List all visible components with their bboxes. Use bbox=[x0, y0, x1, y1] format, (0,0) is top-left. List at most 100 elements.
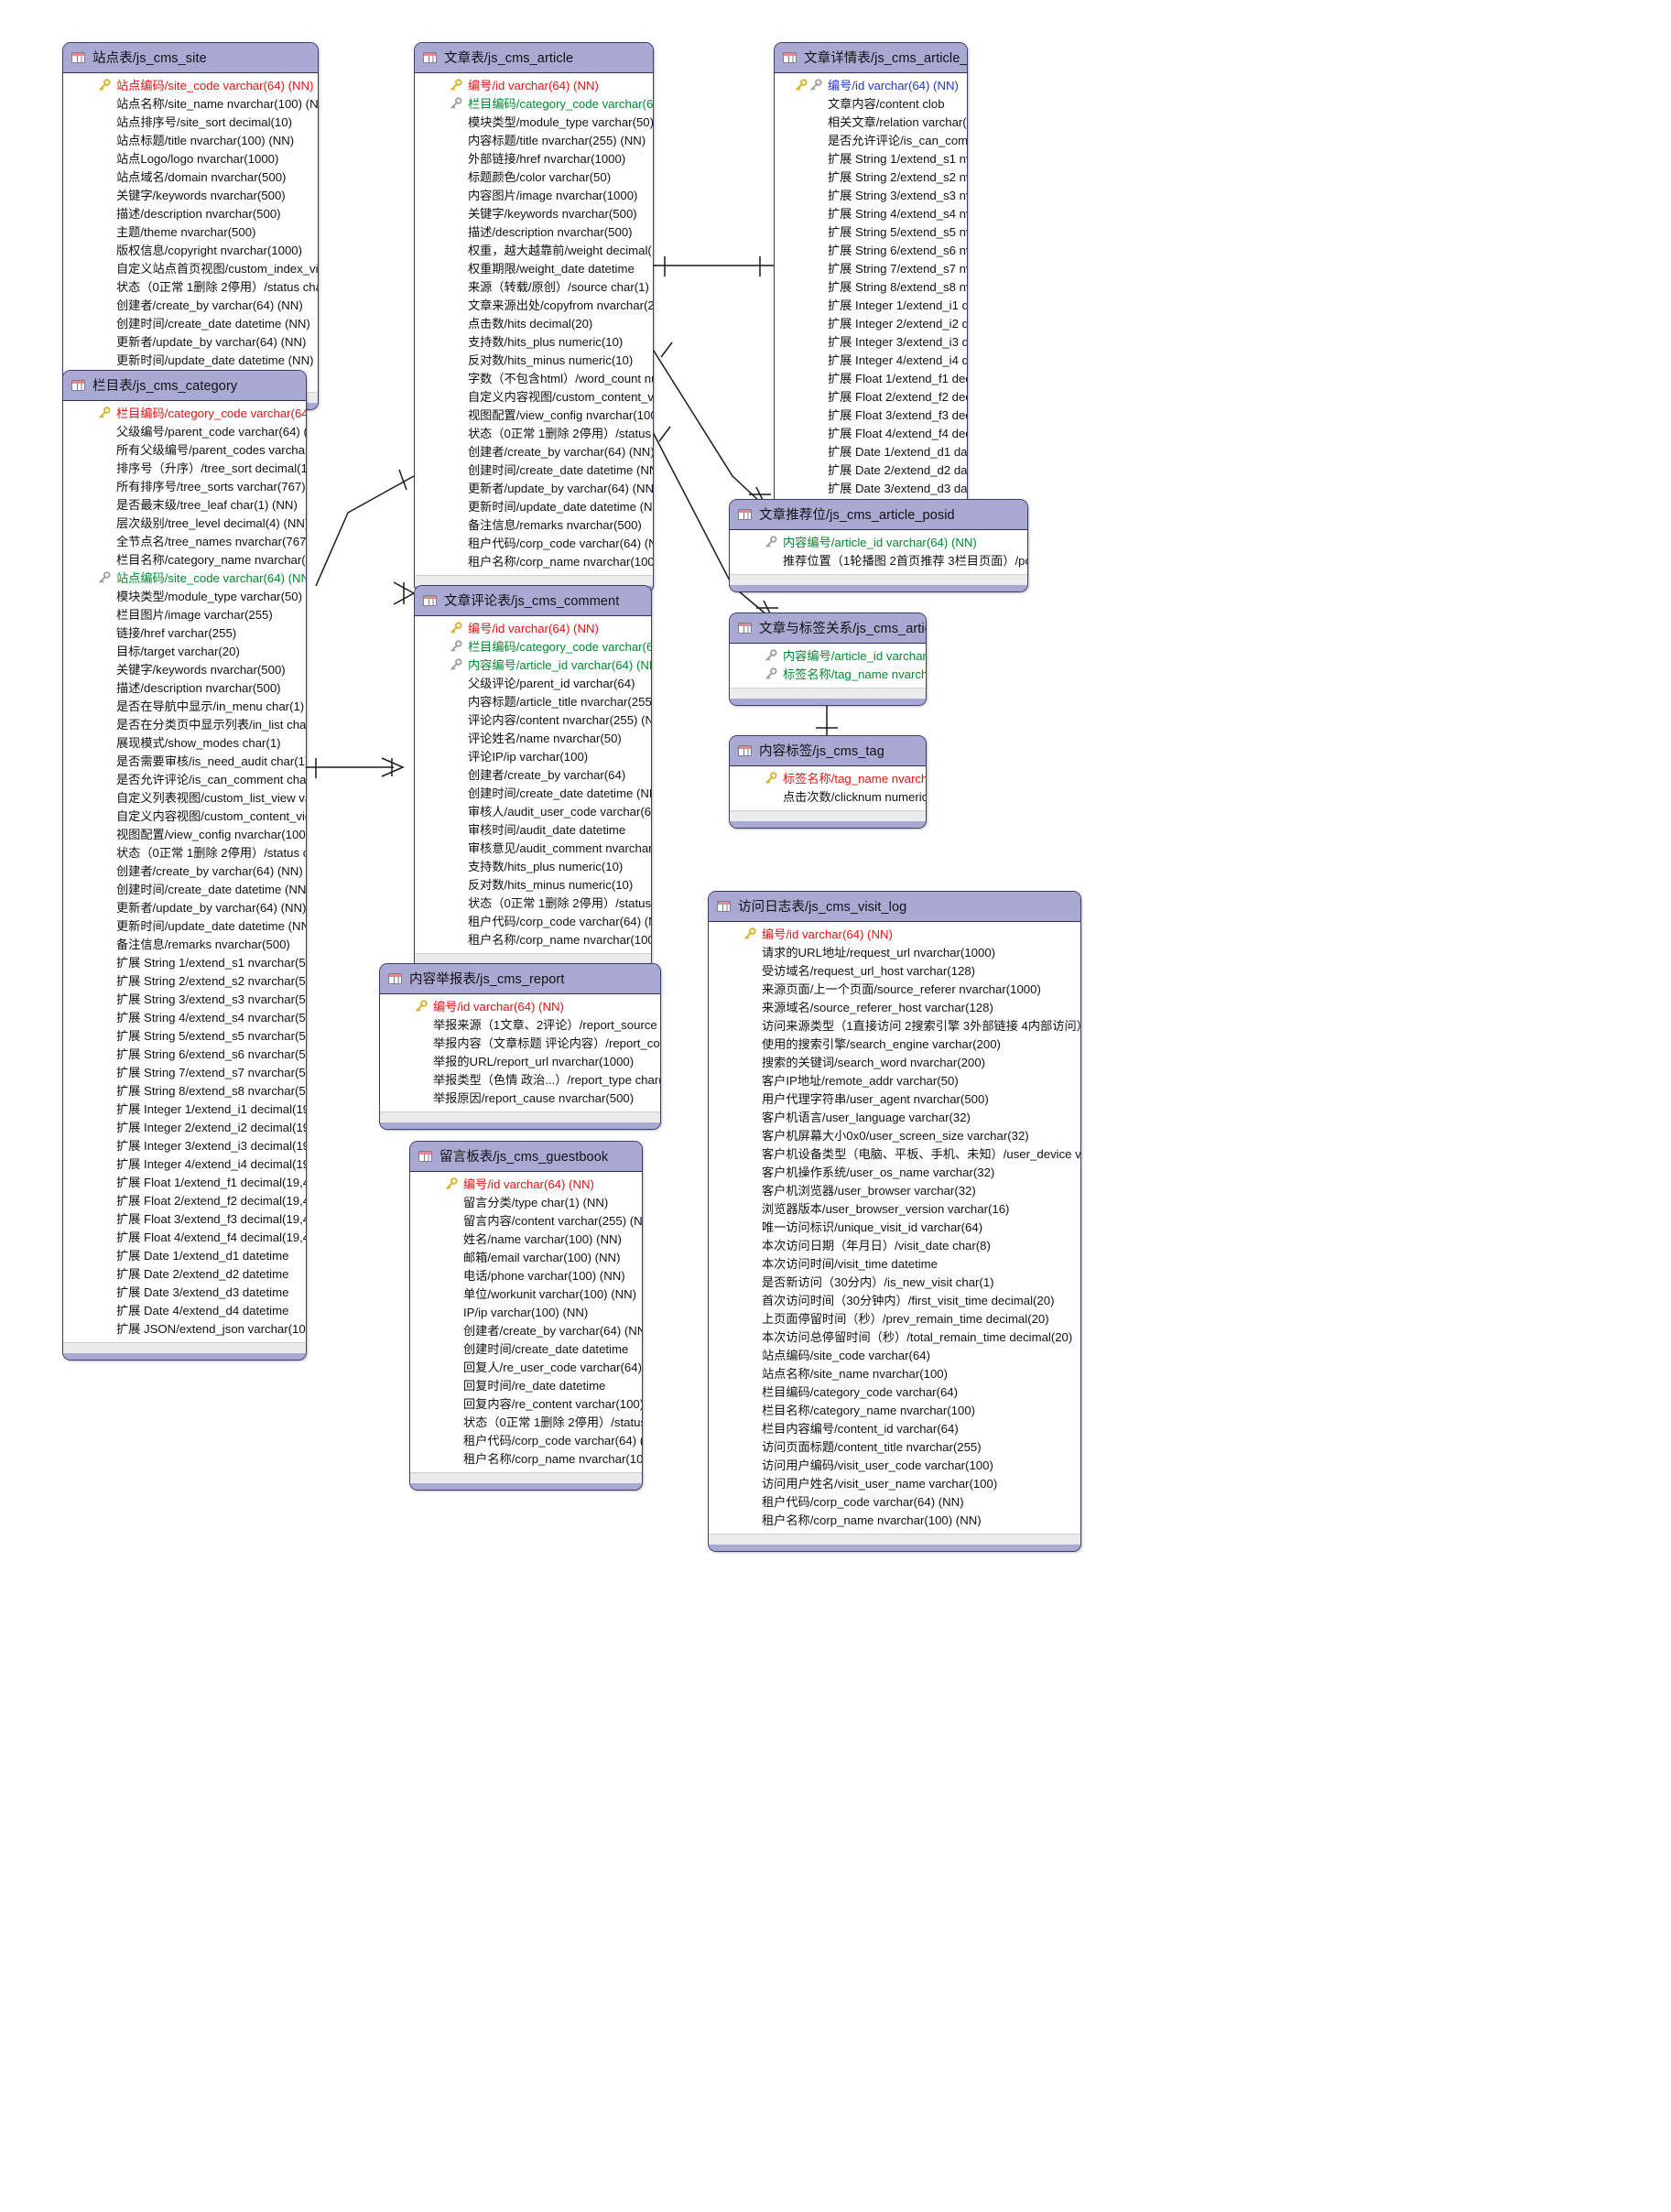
column-row[interactable]: 扩展 Float 4/extend_f4 decimal(19,4) bbox=[775, 425, 967, 443]
column-row[interactable]: 租户代码/corp_code varchar(64) (NN) bbox=[410, 1432, 642, 1450]
column-row[interactable]: 权重，越大越靠前/weight decimal(10) bbox=[415, 242, 653, 260]
column-row[interactable]: 更新时间/update_date datetime (NN) bbox=[63, 917, 306, 936]
column-row[interactable]: 扩展 Date 2/extend_d2 datetime bbox=[775, 461, 967, 480]
column-row[interactable]: 扩展 String 2/extend_s2 nvarchar(500) bbox=[775, 168, 967, 187]
column-row[interactable]: 描述/description nvarchar(500) bbox=[63, 205, 318, 223]
column-row[interactable]: 创建时间/create_date datetime (NN) bbox=[63, 315, 318, 333]
column-row[interactable]: 是否新访问（30分内）/is_new_visit char(1) bbox=[709, 1274, 1080, 1292]
column-row[interactable]: 站点域名/domain nvarchar(500) bbox=[63, 168, 318, 187]
column-row[interactable]: 主题/theme nvarchar(500) bbox=[63, 223, 318, 242]
column-row[interactable]: 备注信息/remarks nvarchar(500) bbox=[415, 516, 653, 535]
column-row[interactable]: 扩展 Float 3/extend_f3 decimal(19,4) bbox=[775, 407, 967, 425]
column-row[interactable]: 姓名/name varchar(100) (NN) bbox=[410, 1231, 642, 1249]
column-row[interactable]: 外部链接/href nvarchar(1000) bbox=[415, 150, 653, 168]
column-row[interactable]: 创建者/create_by varchar(64) (NN) bbox=[415, 443, 653, 461]
column-row[interactable]: 扩展 Integer 4/extend_i4 decimal(19) bbox=[775, 352, 967, 370]
column-row[interactable]: 扩展 Float 1/extend_f1 decimal(19,4) bbox=[63, 1174, 306, 1192]
column-row[interactable]: 上页面停留时间（秒）/prev_remain_time decimal(20) bbox=[709, 1310, 1080, 1328]
column-row[interactable]: 更新者/update_by varchar(64) (NN) bbox=[63, 899, 306, 917]
column-row[interactable]: 链接/href varchar(255) bbox=[63, 624, 306, 643]
column-row[interactable]: 站点编码/site_code varchar(64) (NN) bbox=[63, 77, 318, 95]
column-row[interactable]: 内容编号/article_id varchar(64) (NN) bbox=[730, 534, 1027, 552]
column-row[interactable]: 点击次数/clicknum numeric(10) (NN) bbox=[730, 788, 926, 807]
column-row[interactable]: 描述/description nvarchar(500) bbox=[63, 679, 306, 698]
column-row[interactable]: 扩展 String 4/extend_s4 nvarchar(500) bbox=[775, 205, 967, 223]
column-row[interactable]: 文章来源出处/copyfrom nvarchar(255) bbox=[415, 297, 653, 315]
column-row[interactable]: 扩展 JSON/extend_json varchar(1000) bbox=[63, 1320, 306, 1339]
table-node-article-data[interactable]: 文章详情表/js_cms_article_data 编号/id varchar(… bbox=[774, 42, 968, 557]
column-row[interactable]: 扩展 Float 2/extend_f2 decimal(19,4) bbox=[775, 388, 967, 407]
column-row[interactable]: 审核人/audit_user_code varchar(64) bbox=[415, 803, 651, 821]
column-row[interactable]: 创建时间/create_date datetime (NN) bbox=[63, 881, 306, 899]
column-row[interactable]: 评论内容/content nvarchar(255) (NN) bbox=[415, 711, 651, 730]
column-row[interactable]: 创建时间/create_date datetime bbox=[410, 1340, 642, 1359]
column-row[interactable]: 租户名称/corp_name nvarchar(100) (NN) bbox=[410, 1450, 642, 1469]
column-row[interactable]: 文章内容/content clob bbox=[775, 95, 967, 114]
column-row[interactable]: 站点Logo/logo nvarchar(1000) bbox=[63, 150, 318, 168]
column-row[interactable]: 自定义站点首页视图/custom_index_view varchar(500) bbox=[63, 260, 318, 278]
column-row[interactable]: 租户代码/corp_code varchar(64) (NN) bbox=[709, 1493, 1080, 1512]
column-row[interactable]: 更新时间/update_date datetime (NN) bbox=[415, 498, 653, 516]
column-row[interactable]: 扩展 String 1/extend_s1 nvarchar(500) bbox=[775, 150, 967, 168]
column-row[interactable]: 扩展 String 3/extend_s3 nvarchar(500) bbox=[775, 187, 967, 205]
column-row[interactable]: 扩展 Date 3/extend_d3 datetime bbox=[775, 480, 967, 498]
column-row[interactable]: 扩展 Integer 2/extend_i2 decimal(19) bbox=[775, 315, 967, 333]
column-row[interactable]: 扩展 Date 2/extend_d2 datetime bbox=[63, 1265, 306, 1284]
column-row[interactable]: 编号/id varchar(64) (NN) bbox=[380, 998, 660, 1016]
column-row[interactable]: 扩展 Integer 3/extend_i3 decimal(19) bbox=[775, 333, 967, 352]
column-row[interactable]: 编号/id varchar(64) (NN) bbox=[709, 926, 1080, 944]
table-node-article-tag[interactable]: 文章与标签关系/js_cms_article_tag 内容编号/article_… bbox=[729, 613, 927, 706]
column-row[interactable]: 本次访问总停留时间（秒）/total_remain_time decimal(2… bbox=[709, 1328, 1080, 1347]
column-row[interactable]: 浏览器版本/user_browser_version varchar(16) bbox=[709, 1200, 1080, 1219]
column-row[interactable]: 自定义内容视图/custom_content_view varchar(255) bbox=[63, 808, 306, 826]
column-row[interactable]: 状态（0正常 1删除 2停用）/status char(1) (NN) bbox=[415, 425, 653, 443]
column-row[interactable]: 站点排序号/site_sort decimal(10) bbox=[63, 114, 318, 132]
column-row[interactable]: 扩展 String 6/extend_s6 nvarchar(500) bbox=[63, 1046, 306, 1064]
column-row[interactable]: 扩展 Date 1/extend_d1 datetime bbox=[775, 443, 967, 461]
column-row[interactable]: 是否在分类页中显示列表/in_list char(1) bbox=[63, 716, 306, 734]
column-row[interactable]: 单位/workunit varchar(100) (NN) bbox=[410, 1285, 642, 1304]
column-row[interactable]: 内容标题/article_title nvarchar(255) (NN) bbox=[415, 693, 651, 711]
column-row[interactable]: 模块类型/module_type varchar(50) bbox=[63, 588, 306, 606]
column-row[interactable]: 模块类型/module_type varchar(50) bbox=[415, 114, 653, 132]
table-node-tag[interactable]: 内容标签/js_cms_tag 标签名称/tag_name nvarchar(2… bbox=[729, 735, 927, 829]
column-row[interactable]: 栏目编码/category_code varchar(64) (NN) bbox=[63, 405, 306, 423]
column-row[interactable]: 创建时间/create_date datetime (NN) bbox=[415, 785, 651, 803]
column-row[interactable]: 栏目内容编号/content_id varchar(64) bbox=[709, 1420, 1080, 1438]
column-row[interactable]: 是否允许评论/is_can_comment char(1) bbox=[775, 132, 967, 150]
column-row[interactable]: IP/ip varchar(100) (NN) bbox=[410, 1304, 642, 1322]
column-row[interactable]: 来源域名/source_referer_host varchar(128) bbox=[709, 999, 1080, 1017]
column-row[interactable]: 是否最末级/tree_leaf char(1) (NN) bbox=[63, 496, 306, 515]
table-node-article-posid[interactable]: 文章推荐位/js_cms_article_posid 内容编号/article_… bbox=[729, 499, 1028, 592]
column-row[interactable]: 扩展 Integer 1/extend_i1 decimal(19) bbox=[775, 297, 967, 315]
column-row[interactable]: 站点标题/title nvarchar(100) (NN) bbox=[63, 132, 318, 150]
column-row[interactable]: 举报原因/report_cause nvarchar(500) bbox=[380, 1090, 660, 1108]
column-row[interactable]: 排序号（升序）/tree_sort decimal(10) (NN) bbox=[63, 460, 306, 478]
column-row[interactable]: 客户机语言/user_language varchar(32) bbox=[709, 1109, 1080, 1127]
column-row[interactable]: 扩展 Float 2/extend_f2 decimal(19,4) bbox=[63, 1192, 306, 1210]
column-row[interactable]: 扩展 Float 3/extend_f3 decimal(19,4) bbox=[63, 1210, 306, 1229]
column-row[interactable]: 状态（0正常 1删除 2停用）/status char(1) (NN) bbox=[410, 1414, 642, 1432]
column-row[interactable]: 访问用户姓名/visit_user_name varchar(100) bbox=[709, 1475, 1080, 1493]
column-row[interactable]: 扩展 Float 1/extend_f1 decimal(19,4) bbox=[775, 370, 967, 388]
table-node-site[interactable]: 站点表/js_cms_site 站点编码/site_code varchar(6… bbox=[62, 42, 319, 410]
column-row[interactable]: 支持数/hits_plus numeric(10) bbox=[415, 858, 651, 876]
column-row[interactable]: 客户机浏览器/user_browser varchar(32) bbox=[709, 1182, 1080, 1200]
column-row[interactable]: 内容编号/article_id varchar(64) (NN) bbox=[415, 656, 651, 675]
column-row[interactable]: 扩展 String 8/extend_s8 nvarchar(500) bbox=[775, 278, 967, 297]
column-row[interactable]: 创建者/create_by varchar(64) (NN) bbox=[63, 297, 318, 315]
column-row[interactable]: 权重期限/weight_date datetime bbox=[415, 260, 653, 278]
column-row[interactable]: 扩展 String 8/extend_s8 nvarchar(500) bbox=[63, 1082, 306, 1101]
column-row[interactable]: 扩展 Float 4/extend_f4 decimal(19,4) bbox=[63, 1229, 306, 1247]
column-row[interactable]: 标签名称/tag_name nvarchar(200) (NN) bbox=[730, 666, 926, 684]
column-row[interactable]: 栏目编码/category_code varchar(64) (NN) bbox=[415, 638, 651, 656]
column-row[interactable]: 描述/description nvarchar(500) bbox=[415, 223, 653, 242]
column-row[interactable]: 内容图片/image nvarchar(1000) bbox=[415, 187, 653, 205]
column-row[interactable]: 租户名称/corp_name nvarchar(100) (NN) bbox=[709, 1512, 1080, 1530]
column-row[interactable]: 反对数/hits_minus numeric(10) bbox=[415, 876, 651, 895]
column-row[interactable]: 字数（不包含html）/word_count numeric(10) bbox=[415, 370, 653, 388]
column-row[interactable]: 栏目编码/category_code varchar(64) (NN) bbox=[415, 95, 653, 114]
column-row[interactable]: 扩展 Date 3/extend_d3 datetime bbox=[63, 1284, 306, 1302]
column-row[interactable]: 站点名称/site_name nvarchar(100) bbox=[709, 1365, 1080, 1383]
column-row[interactable]: 举报类型（色情 政治...）/report_type char(1) bbox=[380, 1071, 660, 1090]
